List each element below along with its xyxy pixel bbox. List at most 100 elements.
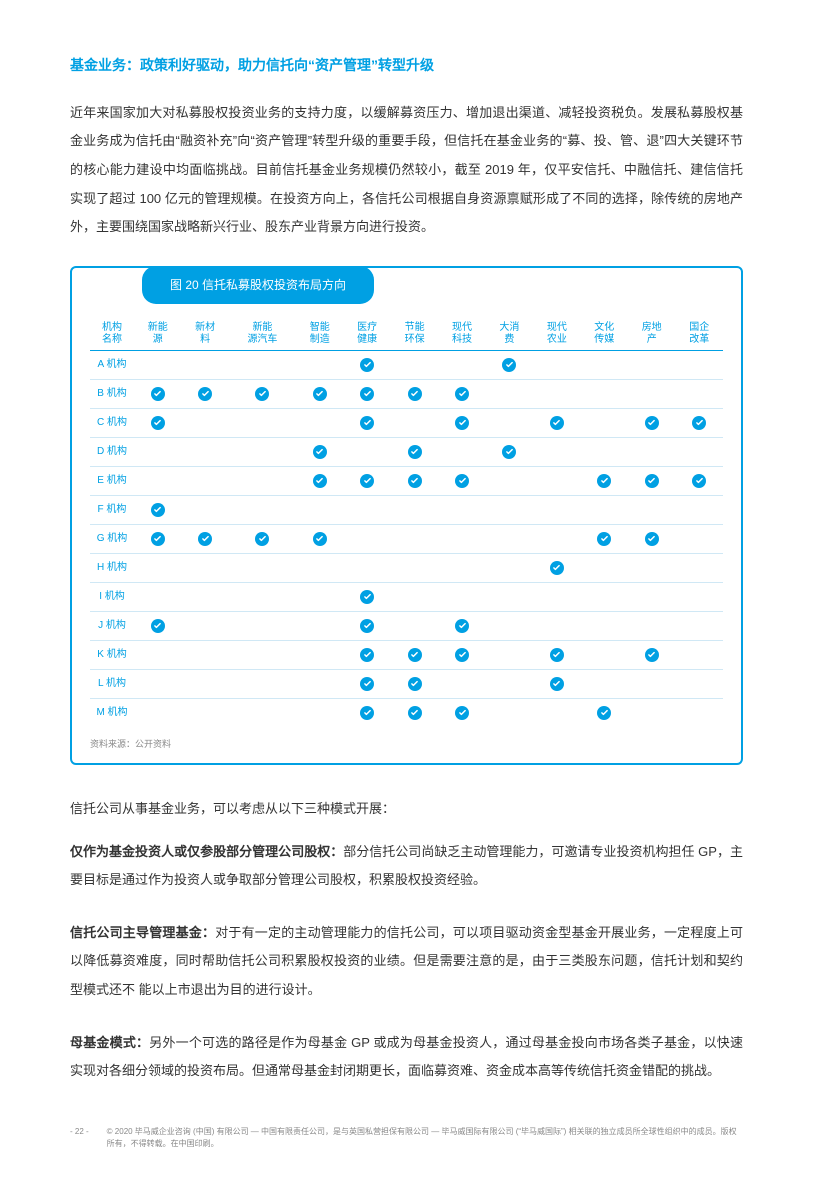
column-header: 新能源 (134, 318, 181, 351)
copyright-text: © 2020 毕马威企业咨询 (中国) 有限公司 — 中国有限责任公司，是与英国… (107, 1126, 743, 1150)
matrix-cell (581, 583, 628, 612)
matrix-table-wrap: 机构名称新能源新材料新能源汽车智能制造医疗健康节能环保现代科技大消费现代农业文化… (72, 314, 741, 731)
row-label: A 机构 (90, 351, 134, 380)
table-row: K 机构 (90, 641, 723, 670)
table-row: L 机构 (90, 670, 723, 699)
matrix-cell (486, 612, 533, 641)
matrix-cell (675, 525, 723, 554)
matrix-cell (533, 496, 580, 525)
matrix-cell (581, 554, 628, 583)
mode-title: 信托公司主导管理基金： (70, 925, 215, 940)
column-header: 文化传媒 (581, 318, 628, 351)
matrix-cell (134, 438, 181, 467)
matrix-cell (581, 699, 628, 728)
matrix-cell (438, 612, 485, 641)
matrix-cell (134, 380, 181, 409)
page-footer: - 22 - © 2020 毕马威企业咨询 (中国) 有限公司 — 中国有限责任… (70, 1126, 743, 1150)
mode-title: 母基金模式： (70, 1035, 149, 1050)
matrix-cell (581, 351, 628, 380)
matrix-cell (391, 525, 438, 554)
matrix-cell (181, 699, 228, 728)
check-icon (313, 445, 327, 459)
matrix-cell (581, 612, 628, 641)
matrix-cell (134, 612, 181, 641)
chart-source: 资料来源：公开资料 (72, 731, 741, 763)
matrix-cell (486, 496, 533, 525)
check-icon (151, 387, 165, 401)
matrix-cell (533, 409, 580, 438)
matrix-cell (134, 467, 181, 496)
matrix-cell (181, 496, 228, 525)
matrix-cell (296, 583, 343, 612)
matrix-cell (343, 641, 390, 670)
mode-paragraph: 信托公司主导管理基金：对于有一定的主动管理能力的信托公司，可以项目驱动资金型基金… (70, 919, 743, 1005)
matrix-cell (438, 438, 485, 467)
chart-figure-20: 图 20 信托私募股权投资布局方向 机构名称新能源新材料新能源汽车智能制造医疗健… (70, 266, 743, 765)
matrix-cell (391, 438, 438, 467)
matrix-cell (296, 670, 343, 699)
matrix-cell (391, 351, 438, 380)
matrix-cell (343, 351, 390, 380)
check-icon (313, 387, 327, 401)
matrix-cell (343, 554, 390, 583)
matrix-cell (181, 525, 228, 554)
matrix-cell (229, 699, 296, 728)
row-label: F 机构 (90, 496, 134, 525)
matrix-cell (581, 670, 628, 699)
matrix-cell (675, 641, 723, 670)
check-icon (408, 677, 422, 691)
matrix-cell (438, 525, 485, 554)
matrix-cell (229, 554, 296, 583)
row-label: H 机构 (90, 554, 134, 583)
matrix-cell (581, 641, 628, 670)
matrix-cell (343, 670, 390, 699)
matrix-cell (181, 409, 228, 438)
table-row: C 机构 (90, 409, 723, 438)
table-row: I 机构 (90, 583, 723, 612)
matrix-cell (391, 380, 438, 409)
paragraph-modes-intro: 信托公司从事基金业务，可以考虑从以下三种模式开展： (70, 795, 743, 824)
check-icon (360, 619, 374, 633)
check-icon (455, 619, 469, 633)
check-icon (645, 416, 659, 430)
matrix-cell (628, 496, 675, 525)
check-icon (151, 503, 165, 517)
table-row: G 机构 (90, 525, 723, 554)
matrix-cell (296, 409, 343, 438)
matrix-cell (486, 699, 533, 728)
check-icon (360, 416, 374, 430)
matrix-cell (675, 583, 723, 612)
row-label: G 机构 (90, 525, 134, 554)
matrix-cell (533, 380, 580, 409)
matrix-cell (391, 467, 438, 496)
matrix-cell (391, 699, 438, 728)
matrix-cell (229, 496, 296, 525)
matrix-cell (181, 554, 228, 583)
page-number: - 22 - (70, 1126, 89, 1138)
check-icon (313, 474, 327, 488)
mode-body: 另外一个可选的路径是作为母基金 GP 或成为母基金投资人，通过母基金投向市场各类… (70, 1035, 743, 1079)
check-icon (692, 474, 706, 488)
matrix-cell (581, 380, 628, 409)
mode-paragraph: 母基金模式：另外一个可选的路径是作为母基金 GP 或成为母基金投资人，通过母基金… (70, 1029, 743, 1086)
check-icon (360, 590, 374, 604)
matrix-cell (343, 699, 390, 728)
table-row: H 机构 (90, 554, 723, 583)
matrix-cell (181, 467, 228, 496)
matrix-cell (391, 641, 438, 670)
column-header: 节能环保 (391, 318, 438, 351)
row-label: C 机构 (90, 409, 134, 438)
matrix-cell (628, 612, 675, 641)
matrix-cell (438, 699, 485, 728)
check-icon (408, 445, 422, 459)
matrix-cell (229, 351, 296, 380)
check-icon (408, 706, 422, 720)
check-icon (550, 648, 564, 662)
matrix-cell (628, 699, 675, 728)
check-icon (597, 532, 611, 546)
matrix-cell (296, 699, 343, 728)
row-label: E 机构 (90, 467, 134, 496)
mode-title: 仅作为基金投资人或仅参股部分管理公司股权： (70, 844, 343, 859)
matrix-cell (533, 438, 580, 467)
row-label: J 机构 (90, 612, 134, 641)
